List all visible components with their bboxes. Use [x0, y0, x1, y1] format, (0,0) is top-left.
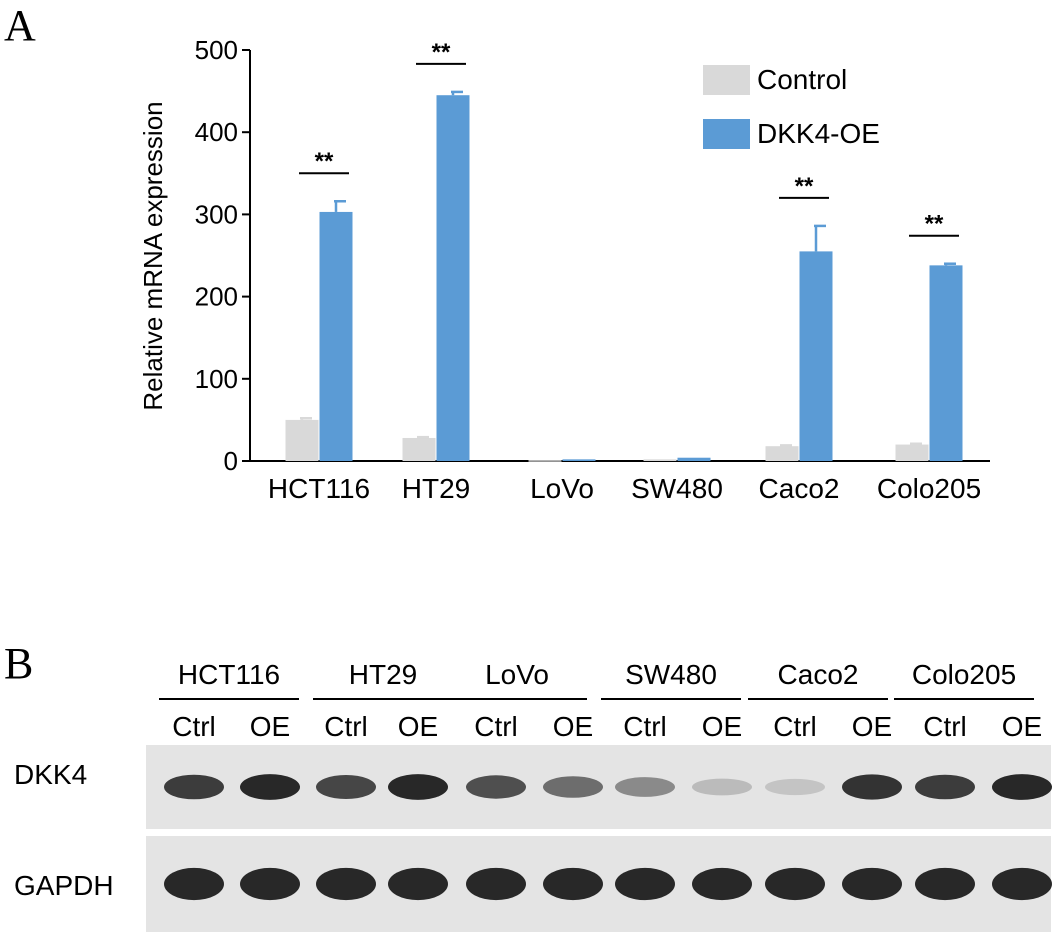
blot-band	[316, 867, 376, 901]
blot-band	[240, 774, 300, 800]
blot-lane-label: Ctrl	[773, 711, 817, 742]
bar-control	[765, 446, 799, 461]
blot-group-label: Caco2	[778, 659, 859, 690]
bar-control	[285, 419, 319, 461]
blot-band	[842, 774, 902, 800]
bar-control	[528, 460, 562, 462]
blot-band	[240, 867, 300, 901]
blot-band	[915, 774, 975, 800]
blot-band	[466, 867, 526, 901]
blot-lane-label: Ctrl	[474, 711, 518, 742]
blot-group-label: LoVo	[485, 659, 549, 690]
blot-band	[316, 775, 376, 799]
x-tick-label: LoVo	[530, 473, 594, 504]
blot-band	[615, 867, 675, 901]
blot-band	[992, 774, 1052, 800]
y-tick-label: 100	[195, 364, 238, 394]
blot-band	[765, 778, 825, 796]
legend-label: Control	[757, 64, 847, 95]
bar-dkk4-oe	[319, 211, 353, 461]
blot-lane-label: Ctrl	[324, 711, 368, 742]
blot-band	[692, 778, 752, 796]
blot-band	[765, 867, 825, 901]
legend-swatch	[703, 65, 750, 95]
blot-band	[388, 867, 448, 901]
bar-control	[402, 437, 436, 461]
blot-band	[466, 775, 526, 799]
blot-group-label: SW480	[625, 659, 717, 690]
bar-dkk4-oe	[799, 251, 833, 461]
blot-lane-label: OE	[398, 711, 438, 742]
blot-lane-label: OE	[1002, 711, 1042, 742]
blot-band	[164, 774, 224, 800]
blot-band	[692, 867, 752, 901]
blot-row-label: GAPDH	[14, 870, 114, 901]
y-tick-label: 500	[195, 35, 238, 65]
blot-lane-label: Ctrl	[172, 711, 216, 742]
x-tick-label: HT29	[402, 473, 470, 504]
blot-lane-label: Ctrl	[623, 711, 667, 742]
significance-marker: **	[925, 211, 944, 238]
western-blot: HCT116 HT29 LoVo SW480 Caco2 Colo205 Ctrl OE Ctr…	[14, 659, 1052, 932]
blot-band	[543, 867, 603, 901]
bar-control	[895, 444, 929, 461]
blot-lane-label: OE	[852, 711, 892, 742]
significance-marker: **	[315, 148, 334, 175]
blot-band	[992, 867, 1052, 901]
significance-marker: **	[795, 173, 814, 200]
blot-band	[543, 776, 603, 798]
y-axis-label: Relative mRNA expression	[138, 101, 168, 410]
bar-dkk4-oe	[562, 459, 596, 461]
blot-band	[615, 777, 675, 797]
blot-lane-label: OE	[250, 711, 290, 742]
blot-band	[164, 867, 224, 901]
y-tick-label: 200	[195, 282, 238, 312]
panel-a-label: A	[4, 1, 36, 50]
legend-label: DKK4-OE	[757, 118, 880, 149]
blot-band	[915, 867, 975, 901]
bar-control	[643, 459, 677, 461]
x-tick-label: Caco2	[759, 473, 840, 504]
blot-band	[388, 774, 448, 800]
y-tick-label: 400	[195, 117, 238, 147]
x-tick-label: Colo205	[877, 473, 981, 504]
blot-group-label: HCT116	[178, 659, 280, 690]
x-tick-label: SW480	[631, 473, 723, 504]
bar-chart: 0 100 200 300 400 500 HCT116 ** HT29 ** LoVo SW480 C…	[195, 35, 990, 504]
legend-swatch	[703, 119, 750, 149]
blot-band	[842, 867, 902, 901]
blot-group-label: Colo205	[912, 659, 1016, 690]
bar-dkk4-oe	[677, 457, 711, 461]
significance-marker: **	[432, 39, 451, 66]
x-tick-label: HCT116	[268, 473, 370, 504]
bar-dkk4-oe	[929, 265, 963, 461]
blot-lane-label: OE	[553, 711, 593, 742]
y-tick-label: 300	[195, 199, 238, 229]
blot-lane-label: OE	[702, 711, 742, 742]
blot-row-label: DKK4	[14, 759, 87, 790]
blot-group-label: HT29	[349, 659, 417, 690]
blot-lane-label: Ctrl	[923, 711, 967, 742]
panel-b-label: B	[4, 639, 33, 688]
bar-dkk4-oe	[436, 95, 470, 462]
y-tick-label: 0	[224, 446, 238, 476]
